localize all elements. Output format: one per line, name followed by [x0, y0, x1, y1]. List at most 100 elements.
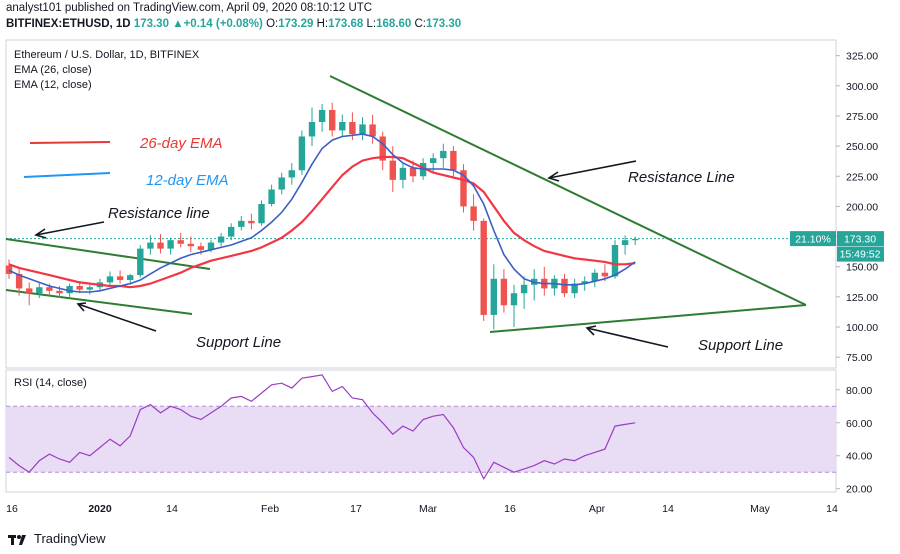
chart-title: Ethereum / U.S. Dollar, 1D, BITFINEX [14, 49, 200, 61]
rsi-tick-label: 60.00 [846, 418, 872, 430]
candle-body [268, 189, 275, 204]
candle-body [591, 272, 598, 282]
symbol-quote-line: BITFINEX:ETHUSD, 1D 173.30 ▲+0.14 (+0.08… [6, 18, 461, 30]
low-label: L: [366, 18, 377, 30]
candle-body [450, 150, 457, 171]
open-label: O: [266, 18, 279, 30]
candle-body [258, 204, 265, 224]
price-tick-label: 75.00 [846, 352, 872, 364]
candle-body [127, 275, 134, 280]
price-axis[interactable]: 75.00100.00125.00150.00175.00200.00225.0… [836, 51, 878, 364]
ema12-line [8, 133, 636, 293]
high-value: 173.68 [328, 18, 364, 30]
last-price: 173.30 [133, 18, 169, 30]
candle-body [632, 238, 639, 241]
arrow-resistance-right [548, 160, 637, 179]
support-trendline-left [5, 289, 193, 315]
arrowhead-icon [34, 228, 47, 239]
rsi-tick-label: 40.00 [846, 451, 872, 463]
ema12-legend: EMA (12, close) [14, 79, 92, 91]
candle-body [581, 281, 588, 284]
candle-body [339, 122, 346, 131]
candle-body [510, 293, 518, 306]
time-tick-label: 17 [350, 503, 362, 515]
arrow-support-right [586, 327, 669, 348]
candle-body [430, 158, 437, 163]
time-tick-label: 16 [504, 503, 516, 515]
support-right-label: Support Line [698, 337, 783, 354]
rsi-tick-label: 80.00 [846, 385, 872, 397]
ema26-annotation: 26-day EMA [139, 135, 223, 152]
candle-body [36, 287, 43, 294]
candle-body [207, 242, 215, 250]
ema26-line [8, 155, 636, 289]
candle-body [217, 236, 225, 243]
candle-body [369, 124, 376, 137]
ema26-swatch [29, 141, 111, 144]
arrowhead-icon [547, 171, 560, 182]
candle-body [329, 109, 336, 131]
candle-body [5, 265, 13, 274]
resistance-left-label: Resistance line [108, 205, 210, 222]
candle-body [389, 160, 396, 180]
tradingview-logo[interactable]: TradingView [8, 531, 106, 546]
price-tick-label: 225.00 [846, 171, 878, 183]
price-badge-text: 173.30 [844, 234, 876, 246]
rsi-axis[interactable]: 20.00 40.00 60.00 80.00 [836, 385, 872, 496]
arrow-support-left [77, 303, 157, 332]
price-tick-label: 200.00 [846, 201, 878, 213]
candle-body [399, 167, 407, 180]
ema12-annotation: 12-day EMA [146, 172, 229, 189]
close-value: 173.30 [425, 18, 462, 30]
countdown-badge [837, 246, 884, 262]
rsi-band [6, 406, 836, 473]
candle-body [116, 276, 124, 280]
open-value: 173.29 [278, 18, 314, 30]
candle-body [288, 170, 295, 178]
price-tick-label: 325.00 [846, 51, 878, 63]
candle-body [228, 226, 235, 237]
price-tick-label: 300.00 [846, 81, 878, 93]
candle-body [359, 124, 366, 135]
candle-body [601, 272, 609, 277]
price-tick-label: 125.00 [846, 292, 878, 304]
candle-body [66, 286, 73, 294]
time-tick-label: Mar [419, 503, 438, 515]
percent-badge-text: 21.10% [795, 234, 831, 246]
price-tick-label: 250.00 [846, 141, 878, 153]
candle-body [56, 290, 63, 294]
candle-body [26, 288, 33, 294]
countdown-badge-text: 15:49:52 [840, 249, 881, 261]
candle-body [157, 242, 164, 249]
publish-info: analyst101 published on TradingView.com,… [6, 2, 373, 14]
time-tick-label: 16 [6, 503, 18, 515]
price-change: +0.14 (+0.08%) [183, 18, 263, 30]
trend-lines [5, 75, 807, 333]
candle-body [76, 286, 83, 290]
rsi-line [8, 374, 636, 481]
candle-body [349, 122, 356, 135]
candle-body [520, 284, 528, 294]
resistance-right-label: Resistance Line [628, 169, 735, 186]
ema26-legend: EMA (26, close) [14, 64, 92, 76]
price-pane[interactable] [5, 39, 837, 369]
candle-body [409, 167, 417, 177]
time-tick-label: Apr [589, 503, 606, 515]
price-chart[interactable]: 75.00100.00125.00150.00175.00200.00225.0… [0, 36, 900, 528]
time-tick-label: Feb [261, 503, 279, 515]
percent-badge [790, 231, 836, 247]
arrowhead-icon [76, 302, 87, 312]
candle-body [177, 240, 184, 244]
candle-body [308, 122, 316, 137]
candle-body [611, 245, 619, 277]
candle-body [106, 276, 114, 283]
tradingview-logo-icon [8, 534, 26, 545]
candle-body [561, 278, 568, 294]
candle-body [500, 278, 508, 306]
candle-body [470, 206, 477, 221]
candle-body [187, 243, 194, 247]
candle-body [137, 248, 144, 276]
time-axis[interactable]: 16 2020 14 Feb 17 Mar 16 Apr 14 May 14 [6, 503, 838, 515]
rsi-tick-label: 20.00 [846, 484, 872, 496]
price-tick-label: 150.00 [846, 262, 878, 274]
